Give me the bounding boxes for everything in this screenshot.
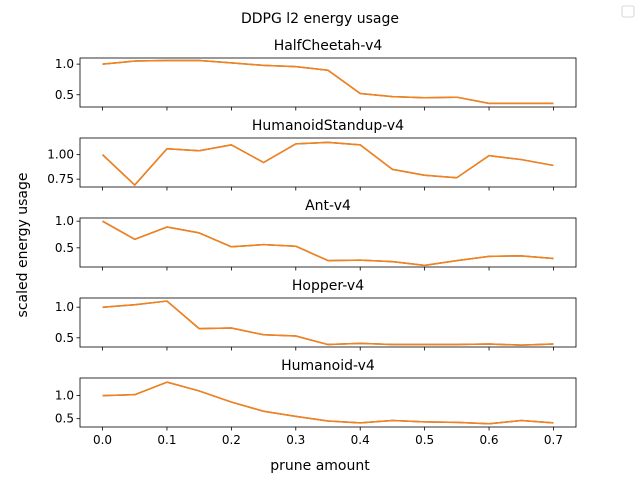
x-tick-label: 0.2: [222, 433, 241, 447]
series-line-b: [102, 381, 554, 425]
y-tick-label: 0.5: [55, 412, 74, 426]
y-axis-label: scaled energy usage: [15, 173, 31, 318]
axes-frame: [79, 377, 577, 428]
x-tick-label: 0.4: [351, 433, 370, 447]
subplot-3: Ant-v4 0.5 1.0: [55, 198, 577, 271]
subplot-1: HalfCheetah-v4 0.5 1.0: [55, 38, 577, 111]
axes-frame: [79, 137, 577, 188]
subplot-5: Humanoid-v4 0.5 1.0 0.0 0.1 0.2 0.3 0.4 0.5 0.6 0.…: [55, 358, 577, 447]
y-tick-label: 0.5: [55, 88, 74, 102]
axes-frame: [79, 217, 577, 268]
axes-frame: [79, 297, 577, 348]
series-line-a: [102, 59, 554, 105]
axes-frame: [79, 57, 577, 108]
series-line-a: [102, 381, 554, 425]
x-axis-label: prune amount: [270, 458, 370, 474]
series-line-b: [102, 141, 554, 186]
figure-title: DDPG l2 energy usage: [241, 11, 399, 27]
x-tick-label: 0.6: [479, 433, 498, 447]
series-line-b: [102, 59, 554, 105]
y-tick-label: 1.0: [55, 214, 74, 228]
x-tick-label: 0.0: [93, 433, 112, 447]
subplot-title: Hopper-v4: [292, 278, 364, 294]
subplot-title: Ant-v4: [305, 198, 351, 214]
subplot-title: HalfCheetah-v4: [274, 38, 383, 54]
series-line-b: [102, 300, 554, 346]
series-line-a: [102, 300, 554, 346]
x-tick-label: 0.7: [544, 433, 563, 447]
subplot-title: Humanoid-v4: [281, 358, 375, 374]
y-tick-label: 0.5: [55, 241, 74, 255]
subplot-4: Hopper-v4 0.5 1.0: [55, 278, 577, 351]
x-tick-label: 0.1: [157, 433, 176, 447]
y-tick-label: 0.75: [47, 172, 74, 186]
y-tick-label: 1.0: [55, 389, 74, 403]
legend: [621, 5, 635, 18]
x-tick-label: 0.5: [415, 433, 434, 447]
x-tick-label: 0.3: [286, 433, 305, 447]
y-tick-label: 1.00: [47, 148, 74, 162]
series-line-b: [102, 220, 554, 267]
y-tick-label: 1.0: [55, 57, 74, 71]
subplot-2: HumanoidStandup-v4 0.75 1.00: [47, 118, 577, 191]
subplots: HalfCheetah-v4 0.5 1.0 HumanoidStandup-v4 0.…: [47, 38, 577, 447]
subplot-title: HumanoidStandup-v4: [252, 118, 404, 134]
y-tick-label: 1.0: [55, 300, 74, 314]
y-tick-label: 0.5: [55, 331, 74, 345]
